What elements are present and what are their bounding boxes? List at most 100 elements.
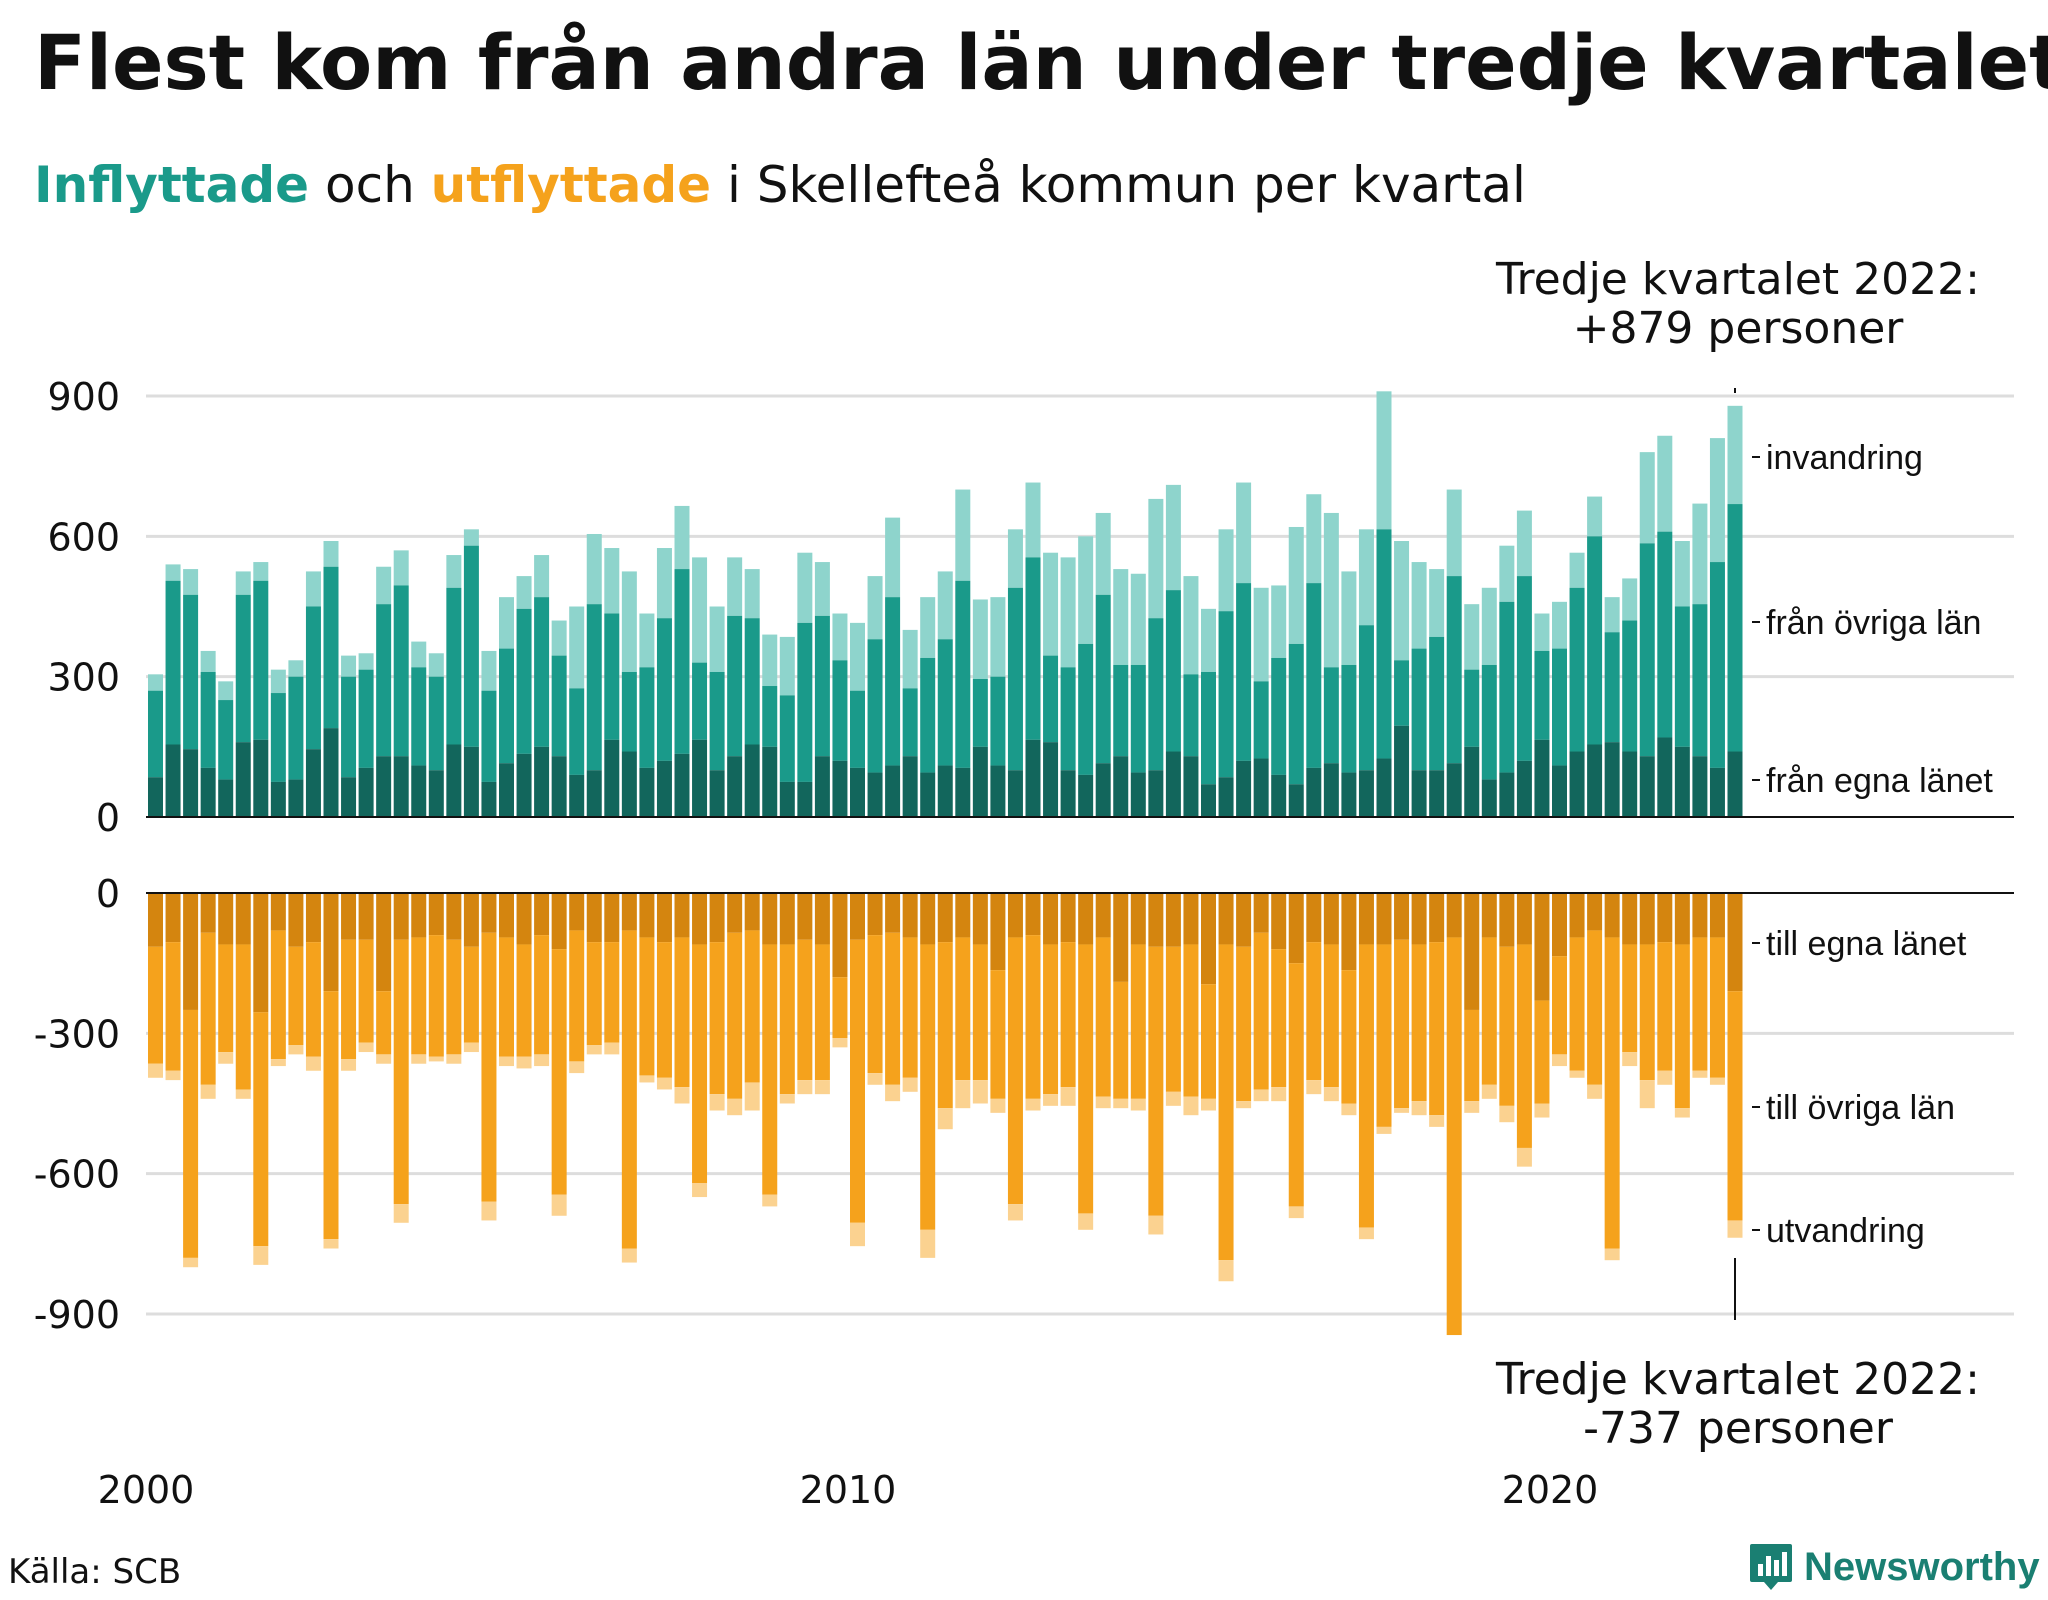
bar-in-immigration <box>288 660 304 677</box>
bar-out-other-counties <box>1043 944 1059 1095</box>
bar-out-own-county <box>692 893 708 945</box>
bar-in-other-counties <box>797 622 813 782</box>
bar-out-own-county <box>428 893 444 936</box>
bar-out-other-counties <box>1394 939 1410 1109</box>
bar-in-own-county <box>744 744 760 817</box>
bar-in-other-counties <box>1604 632 1620 743</box>
bar-out-emigration <box>428 1056 444 1062</box>
bar-out-emigration <box>341 1059 357 1071</box>
bar-out-own-county <box>727 893 743 933</box>
bar-out-emigration <box>288 1045 304 1055</box>
bar-out-other-counties <box>867 935 883 1074</box>
bar-out-own-county <box>1481 893 1497 938</box>
bar-out-own-county <box>341 893 357 940</box>
bar-in-own-county <box>692 739 708 817</box>
bar-out-other-counties <box>481 932 497 1202</box>
bar-in-immigration <box>604 548 620 614</box>
bar-in-immigration <box>1095 512 1111 595</box>
bar-in-immigration <box>1429 569 1445 637</box>
bar-out-other-counties <box>1253 932 1269 1090</box>
bar-in-immigration <box>165 564 181 581</box>
bar-in-own-county <box>270 781 286 817</box>
bar-out-own-county <box>551 893 567 950</box>
bar-out-emigration <box>604 1042 620 1055</box>
bar-in-own-county <box>1657 737 1673 817</box>
bar-in-own-county <box>165 744 181 817</box>
bar-in-immigration <box>1376 391 1392 530</box>
bar-out-own-county <box>990 893 1006 971</box>
bar-in-immigration <box>955 489 971 581</box>
bar-out-emigration <box>1692 1070 1708 1078</box>
bar-out-other-counties <box>1358 944 1374 1228</box>
bar-in-own-county <box>1183 756 1199 817</box>
bar-out-other-counties <box>1165 946 1181 1092</box>
bar-in-other-counties <box>1727 504 1743 752</box>
bar-in-other-counties <box>674 569 690 754</box>
bar-out-emigration <box>1569 1070 1585 1078</box>
bar-in-other-counties <box>1639 543 1655 757</box>
bar-out-other-counties <box>305 942 321 1057</box>
bar-out-emigration <box>463 1042 479 1053</box>
bar-in-other-counties <box>639 667 655 768</box>
bar-in-own-county <box>1604 742 1620 817</box>
bar-in-other-counties <box>1288 643 1304 785</box>
bar-out-emigration <box>727 1098 743 1116</box>
bar-out-emigration <box>1025 1098 1041 1111</box>
bar-in-immigration <box>1323 512 1339 668</box>
bar-out-own-county <box>1183 893 1199 945</box>
bar-in-immigration <box>183 569 199 595</box>
bar-in-other-counties <box>1411 648 1427 771</box>
bar-in-immigration <box>621 571 637 672</box>
bar-out-other-counties <box>604 942 620 1043</box>
bar-out-emigration <box>1271 1087 1287 1102</box>
bar-out-other-counties <box>288 946 304 1046</box>
bar-out-other-counties <box>1218 944 1234 1261</box>
bar-in-immigration <box>920 597 936 658</box>
bar-in-other-counties <box>1534 650 1550 740</box>
bar-out-emigration <box>937 1108 953 1130</box>
bar-in-immigration <box>1516 510 1532 577</box>
bar-out-emigration <box>621 1248 637 1263</box>
bar-out-own-county <box>1516 893 1532 945</box>
bar-in-immigration <box>393 550 409 586</box>
bar-in-immigration <box>446 555 462 588</box>
bar-in-immigration <box>972 599 988 680</box>
bar-in-other-counties <box>1552 648 1567 766</box>
bar-in-other-counties <box>955 580 971 768</box>
bar-in-own-county <box>1025 739 1041 817</box>
bar-out-emigration <box>1622 1052 1638 1067</box>
bar-out-emigration <box>692 1183 708 1198</box>
bar-out-own-county <box>1323 893 1339 945</box>
bar-in-own-county <box>621 751 637 817</box>
subtitle-inflow: Inflyttade <box>34 156 310 214</box>
bar-in-immigration <box>1025 482 1041 558</box>
bar-out-own-county <box>1288 893 1304 964</box>
bar-out-own-county <box>270 893 286 931</box>
bar-in-immigration <box>1569 552 1585 588</box>
bar-out-other-counties <box>656 942 672 1078</box>
bar-out-own-county <box>621 893 637 931</box>
bar-in-immigration <box>727 557 743 616</box>
bar-out-own-county <box>376 893 392 992</box>
series-label-bottom: till övriga län <box>1766 1089 1955 1127</box>
bar-in-other-counties <box>1394 660 1410 726</box>
bar-out-own-county <box>253 893 269 1013</box>
bar-out-emigration <box>832 1038 848 1048</box>
bar-out-own-county <box>1113 893 1129 982</box>
bar-in-own-county <box>1236 760 1252 817</box>
bar-out-emigration <box>1534 1103 1550 1118</box>
bar-in-own-county <box>411 765 427 817</box>
source-text: Källa: SCB <box>8 1552 182 1592</box>
bar-out-emigration <box>797 1080 813 1095</box>
bar-in-own-county <box>1358 770 1374 817</box>
bar-in-own-county <box>253 739 269 817</box>
bar-out-other-counties <box>1060 942 1076 1088</box>
bar-in-own-county <box>1499 772 1515 817</box>
bar-out-emigration <box>656 1077 672 1090</box>
bar-out-emigration <box>1007 1204 1023 1221</box>
bar-in-immigration <box>1113 569 1129 665</box>
bar-out-emigration <box>1516 1147 1532 1167</box>
bar-out-own-county <box>1709 893 1725 938</box>
bar-in-other-counties <box>569 688 585 775</box>
bar-out-other-counties <box>1271 949 1287 1088</box>
